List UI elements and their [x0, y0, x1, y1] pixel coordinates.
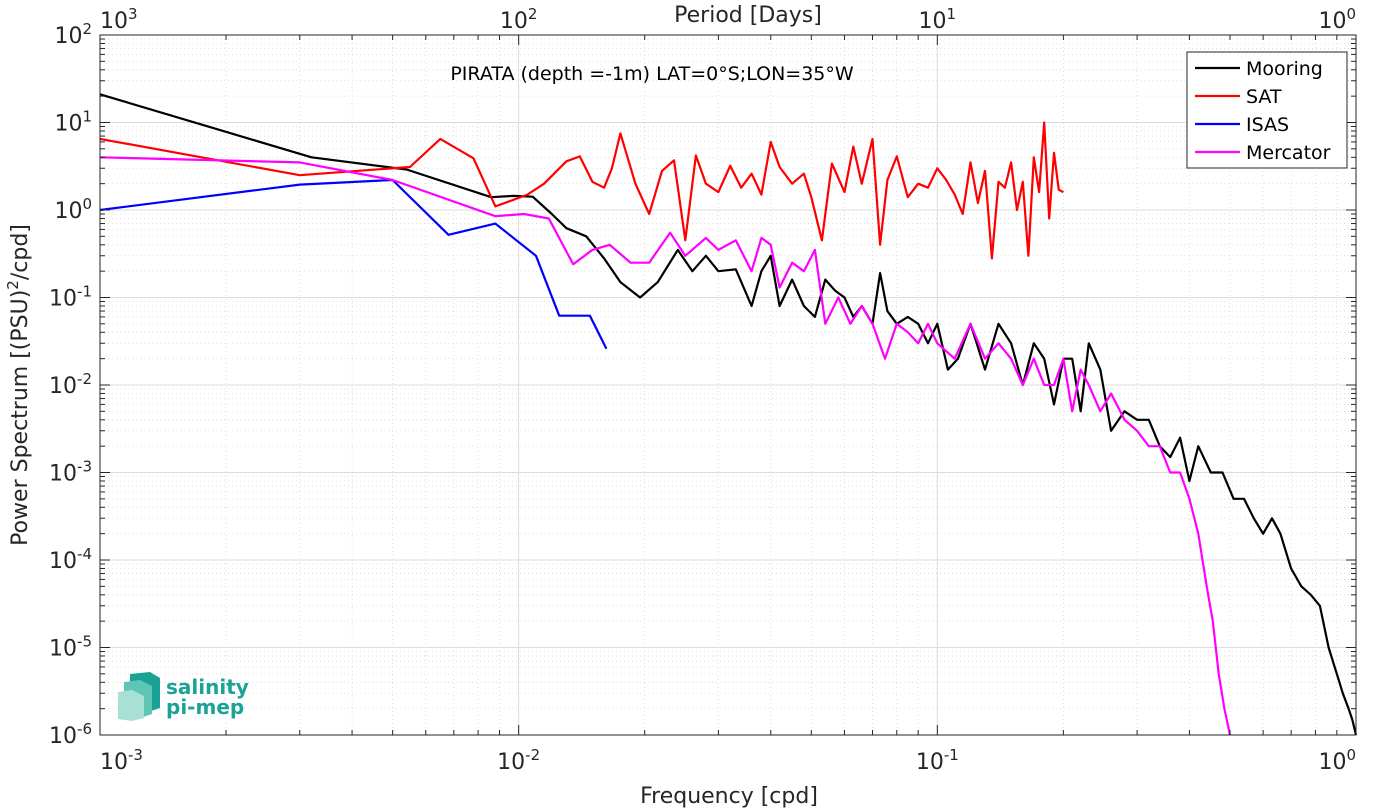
tick-label: 10-3 [100, 746, 143, 775]
tick-label-exp: 0 [82, 195, 92, 213]
salinity-pi-mep-logo: salinity pi-mep [118, 672, 249, 721]
tick-label-base: 10 [54, 112, 82, 137]
tick-label-exp: 0 [1346, 746, 1356, 764]
tick-label: 10-4 [49, 545, 92, 574]
tick-label-exp: -1 [77, 283, 92, 301]
tick-label-base: 10 [49, 374, 77, 399]
tick-label: 102 [500, 5, 538, 34]
tick-label-base: 10 [497, 750, 525, 775]
tick-label: 101 [54, 108, 92, 137]
tick-labels: 10-3 10-2 10-1 10010210110010-110-210-310-4… [49, 5, 1356, 775]
tick-marks [99, 34, 1357, 736]
tick-label: 101 [919, 5, 957, 34]
tick-label-base: 10 [49, 287, 77, 312]
tick-label-exp: -4 [77, 545, 92, 563]
tick-label-exp: 1 [947, 5, 957, 23]
y-axis-label: Power Spectrum [(PSU)2/cpd] [4, 224, 33, 546]
tick-label-exp: -3 [77, 458, 92, 476]
legend-label-isas: ISAS [1246, 114, 1289, 136]
tick-label: 10-2 [497, 746, 540, 775]
tick-label-exp: -2 [525, 746, 540, 764]
tick-label-exp: 0 [1346, 5, 1356, 23]
y-axis-label-post: /cpd] [8, 224, 33, 280]
tick-label-base: 10 [916, 750, 944, 775]
series-line-mercator [99, 156, 1232, 736]
tick-label-exp: -5 [77, 633, 92, 651]
legend-label-sat: SAT [1246, 86, 1282, 108]
series-layer [99, 93, 1358, 736]
tick-label-base: 10 [919, 9, 947, 34]
tick-label-base: 10 [1318, 9, 1346, 34]
tick-label-base: 10 [49, 724, 77, 749]
tick-label: 10-6 [49, 720, 92, 749]
tick-label: 10-5 [49, 633, 92, 662]
series-line-sat [99, 121, 1064, 260]
x-axis-label: Frequency [cpd] [640, 784, 818, 809]
legend-label-mooring: Mooring [1246, 58, 1323, 80]
tick-label-base: 10 [1318, 750, 1346, 775]
tick-label-exp: -6 [77, 720, 92, 738]
tick-label-exp: 1 [82, 108, 92, 126]
tick-label-exp: 3 [128, 5, 138, 23]
tick-label-exp: -1 [944, 746, 959, 764]
logo-wave-3 [118, 690, 144, 721]
tick-label-exp: 2 [528, 5, 538, 23]
tick-label-base: 10 [100, 9, 128, 34]
tick-label-base: 10 [54, 24, 82, 49]
tick-label: 100 [1318, 5, 1356, 34]
tick-label-base: 10 [54, 199, 82, 224]
series-line-isas [99, 178, 608, 350]
tick-label-exp: -2 [77, 370, 92, 388]
legend-box [1186, 51, 1348, 169]
tick-label-exp: -3 [128, 746, 143, 764]
tick-label-base: 10 [49, 549, 77, 574]
tick-label: 100 [1318, 746, 1356, 775]
tick-label: 10-1 [49, 283, 92, 312]
y-axis-label-pre: Power Spectrum [(PSU) [8, 290, 33, 546]
legend: Mooring SAT ISAS Mercator [1186, 51, 1348, 169]
tick-label: 103 [100, 5, 138, 34]
legend-label-mercator: Mercator [1246, 142, 1331, 164]
tick-label: 10-2 [49, 370, 92, 399]
series-line-mooring [99, 93, 1358, 736]
tick-label-base: 10 [49, 637, 77, 662]
tick-label: 102 [54, 20, 92, 49]
chart-title: PIRATA (depth =-1m) LAT=0°S;LON=35°W [450, 63, 854, 85]
top-x-axis-label: Period [Days] [674, 3, 822, 28]
logo-text-pimep: pi-mep [166, 695, 244, 719]
tick-label: 100 [54, 195, 92, 224]
tick-label-base: 10 [100, 750, 128, 775]
y-axis-label-sup: 2 [4, 280, 22, 290]
tick-label: 10-3 [49, 458, 92, 487]
tick-label-base: 10 [500, 9, 528, 34]
tick-label-exp: 2 [82, 20, 92, 38]
logo-text-salinity: salinity [166, 675, 249, 699]
tick-label-base: 10 [49, 462, 77, 487]
tick-label: 10-1 [916, 746, 959, 775]
